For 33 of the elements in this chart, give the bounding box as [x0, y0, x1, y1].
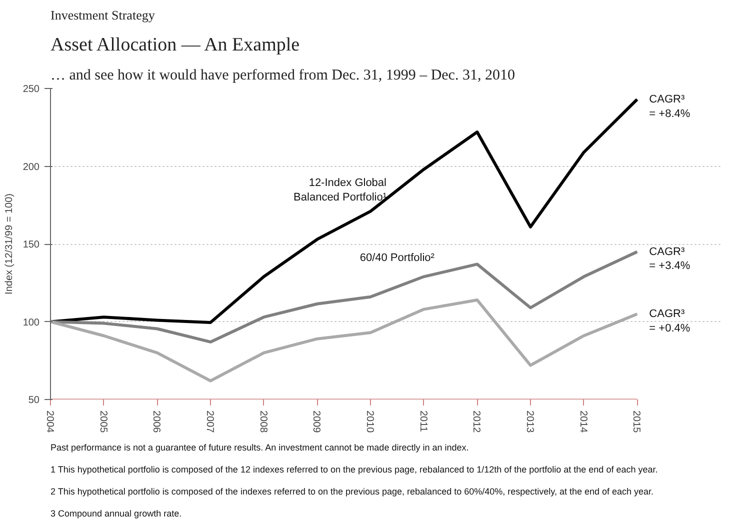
x-tick-label: 2006	[150, 410, 162, 434]
y-tick-label: 250	[22, 84, 40, 95]
x-tick-label: 2005	[97, 410, 108, 434]
x-tick-label: 2008	[257, 410, 268, 434]
x-tick-label: 2009	[310, 410, 322, 434]
line-series	[50, 98, 639, 324]
y-tick-label: 50	[28, 395, 40, 406]
x-tick-label: 2012	[470, 410, 482, 434]
x-tick-label: 2004	[44, 410, 55, 434]
y-tick-label: 150	[22, 240, 40, 250]
y-tick-label: 100	[22, 317, 40, 328]
annotation: CAGR³ = +3.4%	[649, 246, 690, 272]
x-tick-label: 2014	[577, 410, 588, 434]
x-tick-label: 2010	[364, 410, 375, 434]
text: 2 This hypothetical portfolio is composed of the indexes referred to on the previous page, rebalanced to 60%/40%, respectively, at the end of each year.	[50, 486, 654, 496]
text: 3 Compound annual growth rate.	[50, 508, 182, 518]
annotation: CAGR³ = +8.4%	[649, 93, 690, 120]
text: Investment Strategy	[50, 8, 156, 22]
x-tick-label: 2015	[630, 410, 642, 434]
annotation: CAGR³ = +0.4%	[649, 308, 690, 334]
x-tick-label: 2007	[204, 410, 215, 434]
chart-title: Asset Allocation — An Example	[50, 34, 300, 56]
x-tick-label: 2011	[417, 410, 428, 432]
chart-subtitle: … and see how it would have performed from Dec. 31, 1999 – Dec. 31, 2010	[50, 68, 515, 84]
line-series	[50, 298, 639, 382]
text: 1 This hypothetical portfolio is composed of the 12 indexes referred to on the previous page, rebalanced to 1/12th of the portfolio at the end of each year.	[50, 464, 658, 474]
line-series	[50, 250, 639, 344]
text: Past performance is not a guarantee of future results. An investment cannot be made directly in an index.	[50, 442, 469, 452]
series-label: 60/40 Portfolio²	[360, 252, 435, 264]
x-tick-label: 2013	[524, 410, 535, 434]
y-tick-label: 200	[22, 162, 40, 173]
y-axis-title: Index (12/31/99 = 100)	[4, 194, 15, 294]
series-label: 12-Index Global Balanced Portfolio¹	[294, 177, 387, 204]
